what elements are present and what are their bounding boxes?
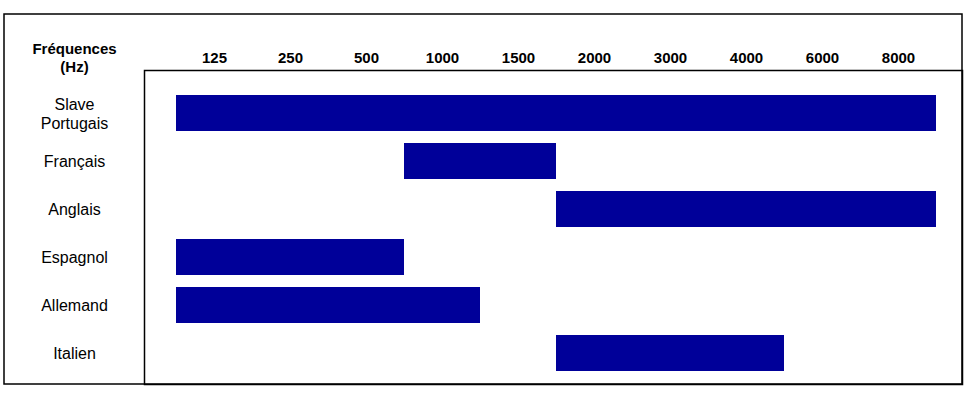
svg-text:250: 250 — [278, 49, 303, 66]
svg-text:Italien: Italien — [53, 345, 96, 362]
svg-text:6000: 6000 — [806, 49, 839, 66]
svg-text:Fréquences(Hz): Fréquences(Hz) — [32, 40, 116, 75]
svg-text:2000: 2000 — [578, 49, 611, 66]
svg-text:1000: 1000 — [426, 49, 459, 66]
svg-text:Anglais: Anglais — [48, 201, 100, 218]
svg-text:8000: 8000 — [882, 49, 915, 66]
svg-text:500: 500 — [354, 49, 379, 66]
svg-text:Espagnol: Espagnol — [41, 249, 108, 266]
svg-text:SlavePortugais: SlavePortugais — [41, 96, 109, 131]
svg-text:Français: Français — [44, 153, 105, 170]
svg-text:Allemand: Allemand — [41, 297, 108, 314]
svg-text:3000: 3000 — [654, 49, 687, 66]
svg-text:1500: 1500 — [502, 49, 535, 66]
svg-text:4000: 4000 — [730, 49, 763, 66]
svg-text:125: 125 — [202, 49, 227, 66]
